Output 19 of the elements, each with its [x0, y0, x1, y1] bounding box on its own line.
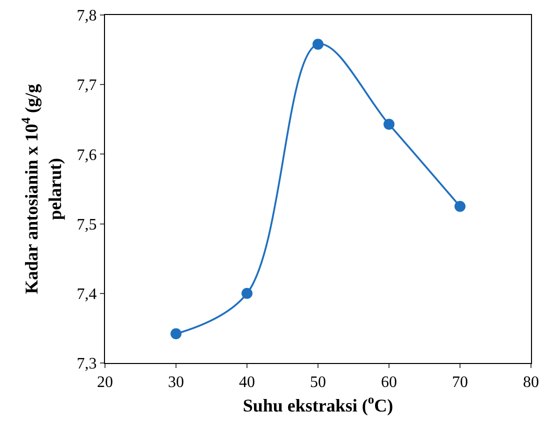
- point: [242, 288, 252, 299]
- x-tick-label: 80: [523, 374, 539, 392]
- y-tick-label: 7,6: [76, 146, 97, 164]
- point: [170, 328, 182, 340]
- x-tick-label: 20: [97, 374, 113, 392]
- x-tick-label: 70: [452, 374, 468, 392]
- point: [312, 38, 324, 50]
- y-tick-label: 7,4: [76, 286, 97, 303]
- y-tick-label: 7,7: [76, 77, 97, 94]
- y-tick-label: 7,5: [76, 216, 97, 234]
- x-tick-label: 40: [239, 374, 255, 392]
- x-tick-label: 30: [168, 374, 184, 392]
- x-tick-label: 50: [310, 374, 326, 392]
- y-tick-label: 7,8: [76, 8, 97, 25]
- y-tick-label: 7,3: [76, 356, 97, 373]
- point: [384, 118, 394, 130]
- x-tick-label: 60: [381, 374, 397, 392]
- x-axis-title: Suhu ekstraksi ($^{o}$C): [242, 392, 394, 416]
- point: [454, 200, 466, 212]
